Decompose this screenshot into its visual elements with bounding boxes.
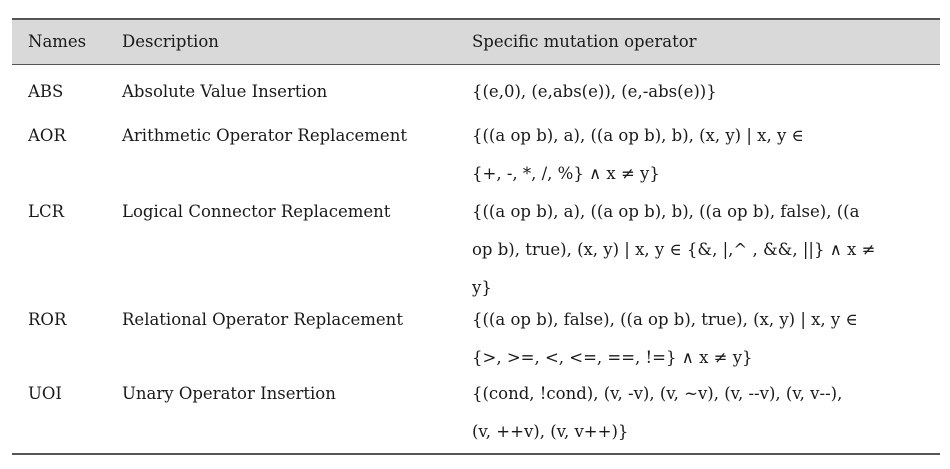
operator-line: op b), true), (x, y) | x, y ∈ {&, |,^ , … bbox=[472, 240, 876, 259]
row-lcr-description: Logical Connector Replacement bbox=[122, 202, 391, 221]
row-lcr-operator: {((a op b), a), ((a op b), b), ((a op b)… bbox=[472, 197, 924, 303]
table-body: ABS Absolute Value Insertion {(e,0), (e,… bbox=[12, 65, 940, 455]
row-ror-operator: {((a op b), false), ((a op b), true), (x… bbox=[472, 305, 924, 373]
row-ror-description: Relational Operator Replacement bbox=[122, 310, 403, 329]
header-names: Names bbox=[28, 32, 87, 51]
row-abs-name: ABS bbox=[28, 82, 64, 101]
operator-line: {((a op b), false), ((a op b), true), (x… bbox=[472, 310, 858, 329]
table-header-rule bbox=[12, 64, 940, 65]
operator-line: {>, >=, <, <=, ==, !=} ∧ x ≠ y} bbox=[472, 348, 753, 367]
operator-line: {((a op b), a), ((a op b), b), (x, y) | … bbox=[472, 126, 804, 145]
table-top-rule bbox=[12, 18, 940, 20]
row-ror-name: ROR bbox=[28, 310, 67, 329]
header-operator: Specific mutation operator bbox=[472, 32, 697, 51]
row-aor-description: Arithmetic Operator Replacement bbox=[122, 126, 407, 145]
row-aor-name: AOR bbox=[28, 126, 66, 145]
mutation-operators-table: Names Description Specific mutation oper… bbox=[12, 18, 940, 455]
row-lcr-name: LCR bbox=[28, 202, 65, 221]
operator-line: {((a op b), a), ((a op b), b), ((a op b)… bbox=[472, 202, 860, 221]
table-bottom-rule bbox=[12, 453, 940, 455]
operator-line: y} bbox=[472, 278, 492, 297]
table-header: Names Description Specific mutation oper… bbox=[12, 20, 940, 64]
operator-line: {+, -, *, /, %} ∧ x ≠ y} bbox=[472, 164, 660, 183]
row-aor-operator: {((a op b), a), ((a op b), b), (x, y) | … bbox=[472, 121, 924, 189]
row-uoi-operator: {(cond, !cond), (v, -v), (v, ~v), (v, --… bbox=[472, 379, 924, 447]
row-abs-description: Absolute Value Insertion bbox=[122, 82, 328, 101]
operator-line: (v, ++v), (v, v++)} bbox=[472, 422, 629, 441]
operator-line: {(e,0), (e,abs(e)), (e,-abs(e))} bbox=[472, 82, 717, 101]
row-uoi-description: Unary Operator Insertion bbox=[122, 384, 336, 403]
header-description: Description bbox=[122, 32, 219, 51]
operator-line: {(cond, !cond), (v, -v), (v, ~v), (v, --… bbox=[472, 384, 843, 403]
row-uoi-name: UOI bbox=[28, 384, 62, 403]
row-abs-operator: {(e,0), (e,abs(e)), (e,-abs(e))} bbox=[472, 77, 924, 107]
